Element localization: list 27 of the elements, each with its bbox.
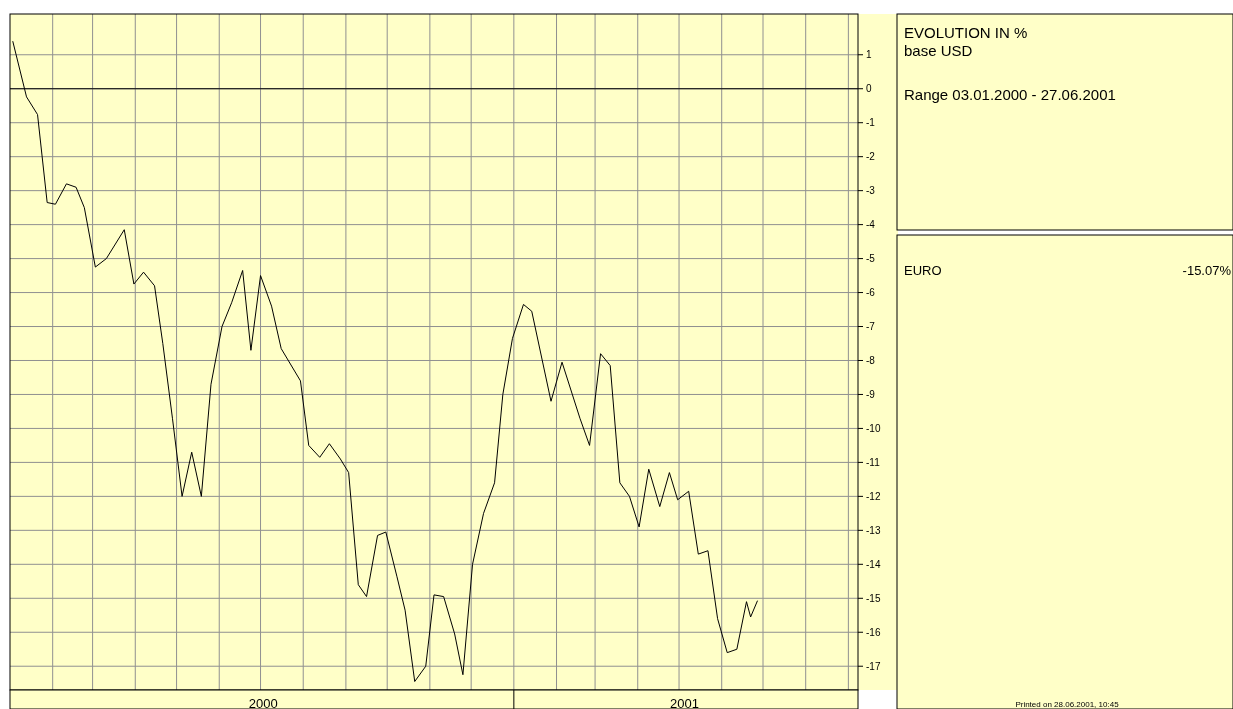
text: EVOLUTION IN % xyxy=(904,24,1028,41)
y-tick-label: -15 xyxy=(866,592,881,604)
y-tick-label: -12 xyxy=(866,490,881,502)
text: Range 03.01.2000 - 27.06.2001 xyxy=(904,86,1116,103)
text: base USD xyxy=(904,42,973,59)
text: -15.07% xyxy=(1182,263,1232,278)
y-tick-label: -8 xyxy=(866,354,876,366)
y-tick-label: -5 xyxy=(866,253,876,265)
x-tick-label: 2000 xyxy=(248,696,278,709)
x-tick-label: 2001 xyxy=(670,696,700,709)
y-tick-label: -9 xyxy=(866,388,876,400)
y-tick-label: -10 xyxy=(866,422,881,434)
text: Printed on 28.06.2001, 10:45 xyxy=(1015,700,1120,709)
y-tick-label: -17 xyxy=(866,660,881,672)
y-tick-label: 1 xyxy=(866,49,872,61)
text: EURO xyxy=(904,263,942,278)
y-tick-label: 0 xyxy=(866,83,872,95)
y-tick-label: -7 xyxy=(866,321,876,333)
y-tick-label: -6 xyxy=(866,287,876,299)
y-tick-label: -2 xyxy=(866,151,876,163)
y-tick-label: -11 xyxy=(866,456,881,468)
y-tick-label: -16 xyxy=(866,626,881,638)
y-tick-label: -1 xyxy=(866,117,876,129)
y-tick-label: -13 xyxy=(866,524,881,536)
y-tick-label: -14 xyxy=(866,558,881,570)
y-tick-label: -4 xyxy=(866,219,876,231)
y-tick-label: -3 xyxy=(866,185,876,197)
